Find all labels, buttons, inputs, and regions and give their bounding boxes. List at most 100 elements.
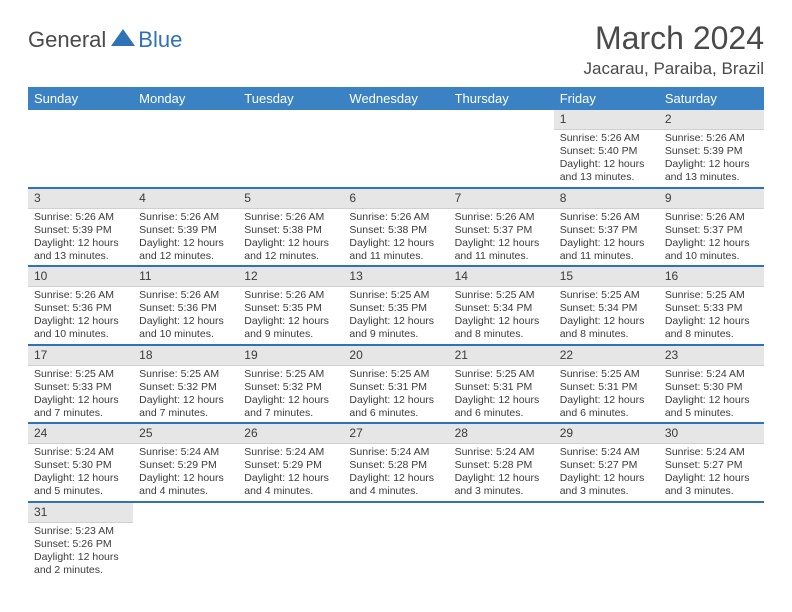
day-body: Sunrise: 5:23 AMSunset: 5:26 PMDaylight:…	[28, 523, 133, 580]
calendar-cell: 13Sunrise: 5:25 AMSunset: 5:35 PMDayligh…	[343, 266, 448, 345]
day-body: Sunrise: 5:25 AMSunset: 5:33 PMDaylight:…	[659, 287, 764, 344]
daylight-line: Daylight: 12 hours and 4 minutes.	[349, 472, 442, 498]
daylight-line: Daylight: 12 hours and 9 minutes.	[244, 315, 337, 341]
sunset-line: Sunset: 5:32 PM	[139, 381, 232, 394]
sunset-line: Sunset: 5:39 PM	[665, 145, 758, 158]
sunset-line: Sunset: 5:27 PM	[560, 459, 653, 472]
calendar-cell: 10Sunrise: 5:26 AMSunset: 5:36 PMDayligh…	[28, 266, 133, 345]
weekday-header: Monday	[133, 87, 238, 110]
sunset-line: Sunset: 5:29 PM	[244, 459, 337, 472]
calendar-cell: 20Sunrise: 5:25 AMSunset: 5:31 PMDayligh…	[343, 345, 448, 424]
sunset-line: Sunset: 5:39 PM	[139, 224, 232, 237]
day-body: Sunrise: 5:25 AMSunset: 5:33 PMDaylight:…	[28, 366, 133, 423]
day-body: Sunrise: 5:25 AMSunset: 5:31 PMDaylight:…	[449, 366, 554, 423]
daylight-line: Daylight: 12 hours and 8 minutes.	[455, 315, 548, 341]
calendar-cell	[133, 110, 238, 188]
day-body: Sunrise: 5:25 AMSunset: 5:35 PMDaylight:…	[343, 287, 448, 344]
calendar-cell: 18Sunrise: 5:25 AMSunset: 5:32 PMDayligh…	[133, 345, 238, 424]
day-number: 21	[449, 346, 554, 366]
daylight-line: Daylight: 12 hours and 11 minutes.	[560, 237, 653, 263]
logo-text-blue: Blue	[138, 27, 182, 53]
calendar-row: 1Sunrise: 5:26 AMSunset: 5:40 PMDaylight…	[28, 110, 764, 188]
day-body: Sunrise: 5:24 AMSunset: 5:30 PMDaylight:…	[659, 366, 764, 423]
sunrise-line: Sunrise: 5:23 AM	[34, 525, 127, 538]
sunset-line: Sunset: 5:38 PM	[244, 224, 337, 237]
sunrise-line: Sunrise: 5:24 AM	[349, 446, 442, 459]
sunrise-line: Sunrise: 5:24 AM	[665, 368, 758, 381]
sunrise-line: Sunrise: 5:24 AM	[34, 446, 127, 459]
day-number: 6	[343, 189, 448, 209]
day-body: Sunrise: 5:24 AMSunset: 5:29 PMDaylight:…	[133, 444, 238, 501]
day-body: Sunrise: 5:24 AMSunset: 5:28 PMDaylight:…	[449, 444, 554, 501]
day-number: 25	[133, 424, 238, 444]
sunrise-line: Sunrise: 5:24 AM	[560, 446, 653, 459]
calendar-cell: 1Sunrise: 5:26 AMSunset: 5:40 PMDaylight…	[554, 110, 659, 188]
day-body: Sunrise: 5:26 AMSunset: 5:35 PMDaylight:…	[238, 287, 343, 344]
day-number: 12	[238, 267, 343, 287]
sunrise-line: Sunrise: 5:26 AM	[139, 211, 232, 224]
weekday-header: Friday	[554, 87, 659, 110]
daylight-line: Daylight: 12 hours and 12 minutes.	[139, 237, 232, 263]
daylight-line: Daylight: 12 hours and 7 minutes.	[34, 394, 127, 420]
calendar-row: 10Sunrise: 5:26 AMSunset: 5:36 PMDayligh…	[28, 266, 764, 345]
day-body: Sunrise: 5:25 AMSunset: 5:32 PMDaylight:…	[238, 366, 343, 423]
sunset-line: Sunset: 5:39 PM	[34, 224, 127, 237]
day-body: Sunrise: 5:26 AMSunset: 5:37 PMDaylight:…	[659, 209, 764, 266]
calendar-cell	[449, 502, 554, 580]
daylight-line: Daylight: 12 hours and 13 minutes.	[665, 158, 758, 184]
day-number: 27	[343, 424, 448, 444]
header: General Blue March 2024 Jacarau, Paraiba…	[28, 20, 764, 79]
daylight-line: Daylight: 12 hours and 5 minutes.	[34, 472, 127, 498]
calendar-cell: 16Sunrise: 5:25 AMSunset: 5:33 PMDayligh…	[659, 266, 764, 345]
daylight-line: Daylight: 12 hours and 12 minutes.	[244, 237, 337, 263]
calendar-cell: 19Sunrise: 5:25 AMSunset: 5:32 PMDayligh…	[238, 345, 343, 424]
calendar-cell	[554, 502, 659, 580]
day-body: Sunrise: 5:26 AMSunset: 5:37 PMDaylight:…	[554, 209, 659, 266]
day-number: 2	[659, 110, 764, 130]
calendar-cell	[343, 110, 448, 188]
calendar-cell: 2Sunrise: 5:26 AMSunset: 5:39 PMDaylight…	[659, 110, 764, 188]
day-body: Sunrise: 5:26 AMSunset: 5:36 PMDaylight:…	[28, 287, 133, 344]
sunrise-line: Sunrise: 5:26 AM	[34, 211, 127, 224]
logo-text-general: General	[28, 27, 106, 53]
sunset-line: Sunset: 5:31 PM	[560, 381, 653, 394]
calendar-cell: 6Sunrise: 5:26 AMSunset: 5:38 PMDaylight…	[343, 188, 448, 267]
calendar-cell: 4Sunrise: 5:26 AMSunset: 5:39 PMDaylight…	[133, 188, 238, 267]
month-title: March 2024	[584, 20, 764, 57]
sunset-line: Sunset: 5:31 PM	[455, 381, 548, 394]
daylight-line: Daylight: 12 hours and 7 minutes.	[139, 394, 232, 420]
daylight-line: Daylight: 12 hours and 7 minutes.	[244, 394, 337, 420]
sunrise-line: Sunrise: 5:24 AM	[665, 446, 758, 459]
sunrise-line: Sunrise: 5:26 AM	[139, 289, 232, 302]
sunset-line: Sunset: 5:30 PM	[665, 381, 758, 394]
daylight-line: Daylight: 12 hours and 4 minutes.	[139, 472, 232, 498]
day-number: 5	[238, 189, 343, 209]
daylight-line: Daylight: 12 hours and 13 minutes.	[34, 237, 127, 263]
day-body: Sunrise: 5:25 AMSunset: 5:31 PMDaylight:…	[343, 366, 448, 423]
calendar-cell: 17Sunrise: 5:25 AMSunset: 5:33 PMDayligh…	[28, 345, 133, 424]
day-number: 22	[554, 346, 659, 366]
logo-sail-icon	[110, 28, 136, 53]
calendar-cell: 9Sunrise: 5:26 AMSunset: 5:37 PMDaylight…	[659, 188, 764, 267]
calendar-table: Sunday Monday Tuesday Wednesday Thursday…	[28, 87, 764, 579]
day-body: Sunrise: 5:24 AMSunset: 5:29 PMDaylight:…	[238, 444, 343, 501]
daylight-line: Daylight: 12 hours and 11 minutes.	[349, 237, 442, 263]
daylight-line: Daylight: 12 hours and 6 minutes.	[349, 394, 442, 420]
logo: General Blue	[28, 26, 182, 53]
day-number: 13	[343, 267, 448, 287]
day-body: Sunrise: 5:26 AMSunset: 5:40 PMDaylight:…	[554, 130, 659, 187]
calendar-cell	[238, 110, 343, 188]
daylight-line: Daylight: 12 hours and 8 minutes.	[665, 315, 758, 341]
day-number: 16	[659, 267, 764, 287]
sunset-line: Sunset: 5:34 PM	[560, 302, 653, 315]
sunset-line: Sunset: 5:33 PM	[34, 381, 127, 394]
calendar-cell: 3Sunrise: 5:26 AMSunset: 5:39 PMDaylight…	[28, 188, 133, 267]
sunrise-line: Sunrise: 5:25 AM	[349, 289, 442, 302]
calendar-cell	[343, 502, 448, 580]
calendar-cell: 15Sunrise: 5:25 AMSunset: 5:34 PMDayligh…	[554, 266, 659, 345]
day-body: Sunrise: 5:24 AMSunset: 5:27 PMDaylight:…	[554, 444, 659, 501]
calendar-cell: 12Sunrise: 5:26 AMSunset: 5:35 PMDayligh…	[238, 266, 343, 345]
calendar-cell: 26Sunrise: 5:24 AMSunset: 5:29 PMDayligh…	[238, 423, 343, 502]
day-number: 18	[133, 346, 238, 366]
weekday-header-row: Sunday Monday Tuesday Wednesday Thursday…	[28, 87, 764, 110]
